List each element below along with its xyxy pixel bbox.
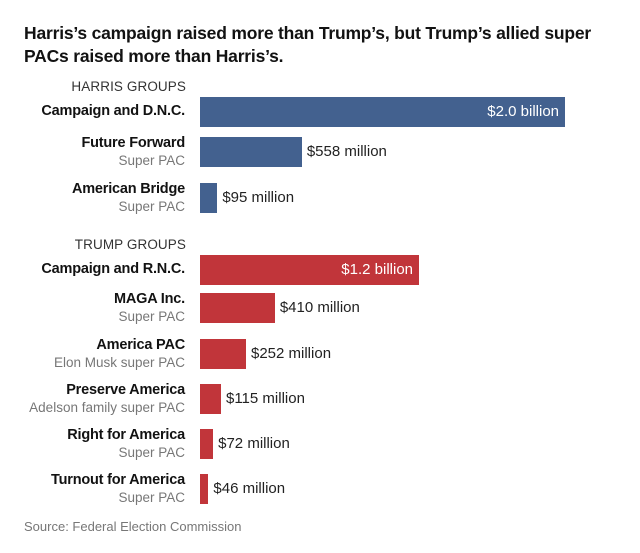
bar-label: Turnout for America Super PAC [51,472,185,506]
bar [200,429,214,459]
bar [200,384,221,414]
bar-label: Future Forward Super PAC [81,135,185,169]
chart-title: Harris’s campaign raised more than Trump… [24,23,591,66]
bar-label: MAGA Inc. Super PAC [114,291,185,325]
bar-label: Right for America Super PAC [67,427,185,461]
category-name: Campaign and R.N.C. [41,261,185,277]
category-subtitle: Elon Musk super PAC [53,355,185,370]
value-label: $115 million [225,390,305,407]
bar-label: Campaign and D.N.C. [41,103,185,120]
group-header: TRUMP GROUPS [74,237,186,252]
category-subtitle: Adelson family super PAC [29,400,185,415]
bar [200,137,302,167]
category-subtitle: Super PAC [118,490,185,505]
value-label: $72 million [218,435,290,452]
bar [200,97,565,127]
value-label: $558 million [306,143,387,160]
bar-label: American Bridge Super PAC [72,181,185,215]
category-name: American Bridge [71,181,185,197]
group-header: HARRIS GROUPS [71,79,186,94]
value-label: $1.2 billion [341,261,413,278]
bar [200,293,275,323]
category-name: MAGA Inc. [114,291,185,307]
category-name: Right for America [67,427,185,443]
category-subtitle: Super PAC [118,445,185,460]
value-label: $410 million [279,299,360,316]
bar [200,474,209,504]
category-subtitle: Super PAC [118,199,185,214]
category-name: Turnout for America [51,472,185,488]
bar [200,255,419,285]
category-subtitle: Super PAC [118,309,185,324]
category-name: Preserve America [66,382,185,398]
value-label: $252 million [250,345,332,362]
category-name: America PAC [96,337,185,353]
category-name: Future Forward [81,135,185,151]
value-label: $95 million [222,189,295,206]
value-label: $2.0 billion [487,103,559,120]
bar [200,183,218,213]
bar-label: Campaign and R.N.C. [41,261,185,278]
bar-label: America PAC Elon Musk super PAC [54,337,185,371]
source-note: Source: Federal Election Commission [24,519,242,534]
value-label: $46 million [213,480,286,497]
category-subtitle: Super PAC [118,153,185,168]
bar-label: Preserve America Adelson family super PAC [29,382,185,416]
bar [200,339,246,369]
category-name: Campaign and D.N.C. [41,103,185,119]
